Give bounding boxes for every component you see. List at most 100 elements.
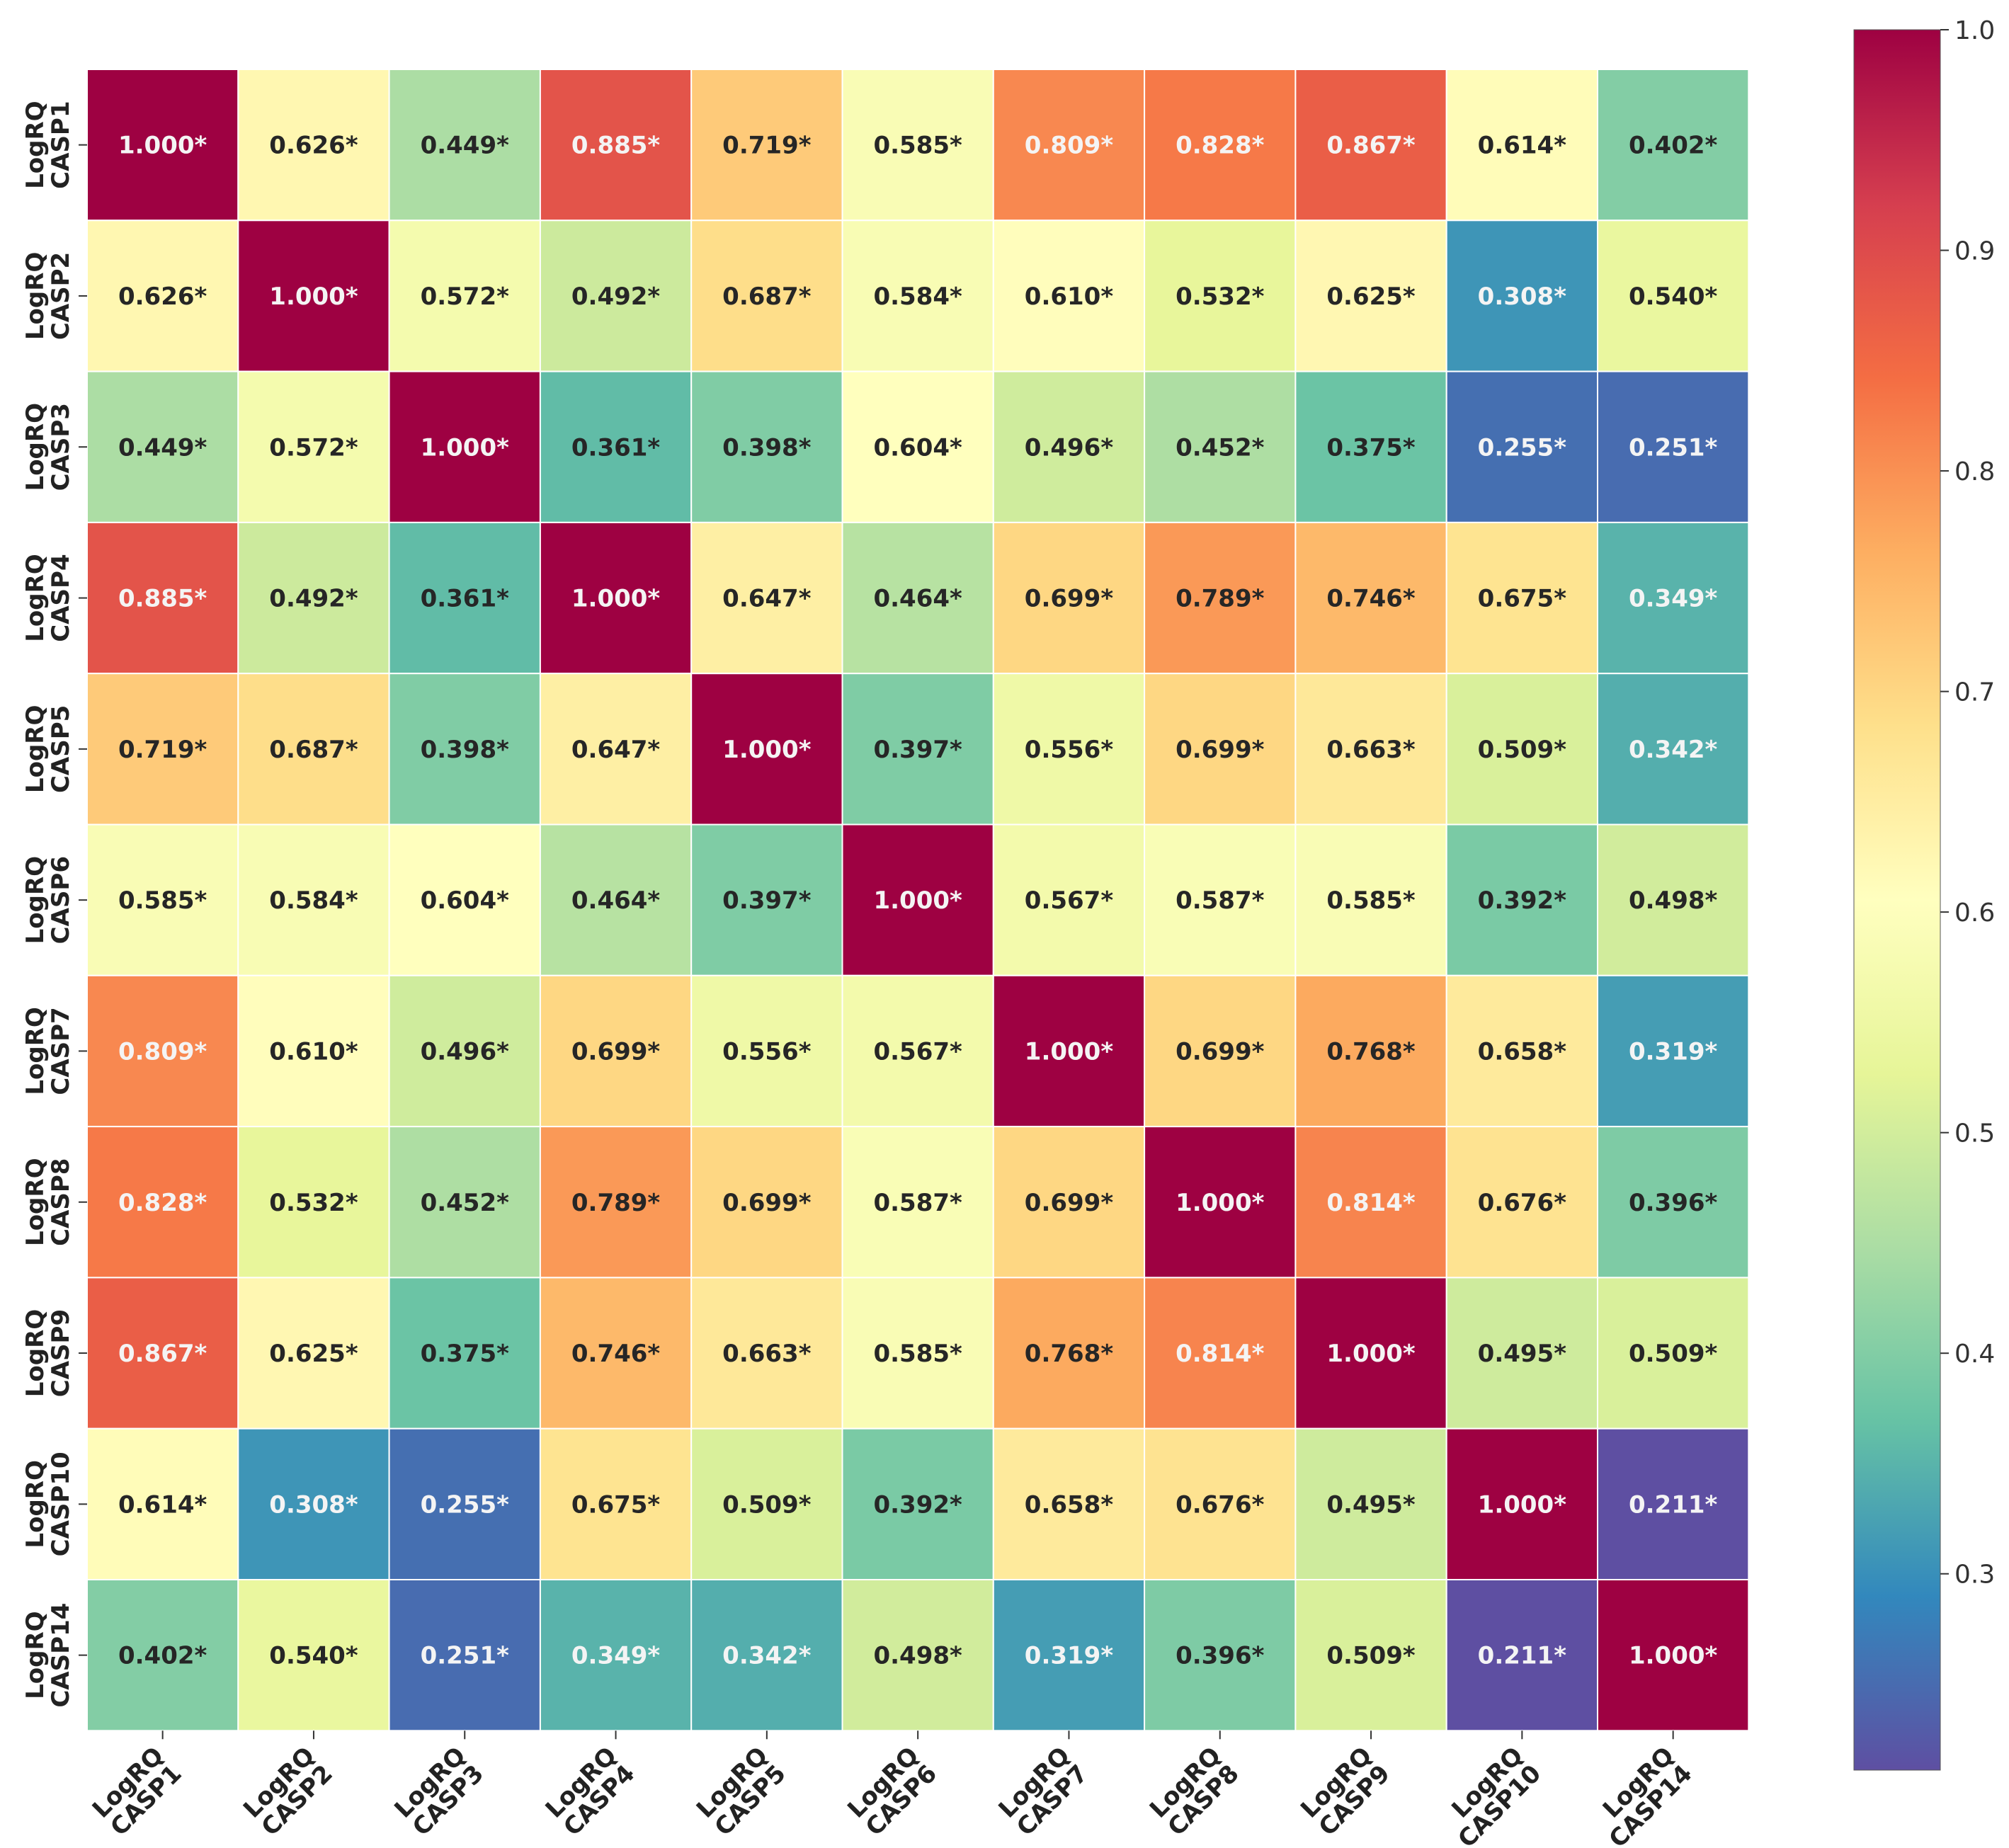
heatmap-cell [1445,1579,1598,1732]
cell-value-label: 0.349* [1629,585,1718,613]
y-tick-label: LogRQCASP3 [21,403,75,491]
heatmap-cell [539,521,693,675]
heatmap-cell [1597,1427,1750,1580]
heatmap-cells: 1.000* 0.626* 0.449* 0.885* 0.719* 0.585* 0.80… [86,69,1750,1732]
heatmap-cell [841,1126,994,1279]
heatmap-cell [86,69,239,222]
cell-value-label: 1.000* [421,433,510,462]
cell-value-label: 0.585* [873,132,962,160]
heatmap-cell [388,370,541,523]
cell-value-label: 1.000* [1025,1037,1114,1066]
heatmap-cell [1597,1277,1750,1430]
cell-value-label: 0.867* [118,1340,207,1368]
y-tick-label: LogRQCASP5 [21,705,75,793]
cell-value-label: 0.587* [873,1189,962,1217]
cell-value-label: 0.658* [1478,1037,1567,1066]
heatmap-cell [841,1427,994,1580]
cell-value-label: 0.809* [118,1037,207,1066]
heatmap-cell [690,1126,843,1279]
cell-value-label: 0.361* [571,433,661,462]
heatmap-cell [841,1277,994,1430]
cell-value-label: 0.719* [722,132,812,160]
heatmap-cell [1144,219,1297,372]
colorbar-tick-label: 0.8 [1954,457,1995,486]
heatmap-cell [1294,1277,1447,1430]
cell-value-label: 0.509* [722,1490,812,1519]
x-tick-label: LogRQCASP4 [540,1741,641,1842]
heatmap-cell [86,974,239,1128]
heatmap-cell [86,1427,239,1580]
heatmap-cell [237,974,390,1128]
heatmap-cell [1445,1126,1598,1279]
heatmap-cell [1445,521,1598,675]
colorbar-tick-label: 0.6 [1954,899,1995,928]
cell-value-label: 0.492* [571,283,661,311]
cell-value-label: 0.614* [1478,132,1567,160]
heatmap-cell [841,370,994,523]
heatmap-cell [237,69,390,222]
cell-value-label: 0.496* [421,1037,510,1066]
x-tick-label: LogRQCASP10 [1435,1741,1547,1848]
cell-value-label: 0.699* [1176,736,1265,764]
heatmap-cell [841,673,994,826]
cell-value-label: 0.532* [269,1189,358,1217]
heatmap-cell [539,1579,693,1732]
heatmap-cell [86,1277,239,1430]
cell-value-label: 0.449* [421,132,510,160]
heatmap-cell [690,1579,843,1732]
y-tick-label: LogRQCASP9 [21,1309,75,1397]
heatmap-cell [841,1579,994,1732]
x-tick-label: LogRQCASP14 [1586,1741,1697,1848]
cell-value-label: 0.464* [571,886,661,915]
heatmap-cell [388,974,541,1128]
cell-value-label: 0.255* [1478,433,1567,462]
cell-value-label: 0.610* [1025,283,1114,311]
cell-value-label: 0.828* [1176,132,1265,160]
cell-value-label: 1.000* [1176,1189,1265,1217]
colorbar-gradient [1853,29,1941,1771]
cell-value-label: 1.000* [118,132,207,160]
heatmap-cell [539,1277,693,1430]
heatmap-cell [1597,823,1750,976]
x-tick-label: LogRQCASP1 [87,1741,188,1842]
cell-value-label: 0.809* [1025,132,1114,160]
heatmap-cell [1144,69,1297,222]
cell-value-label: 0.604* [873,433,962,462]
heatmap-cell [992,370,1146,523]
heatmap-cell [992,219,1146,372]
heatmap-cell [86,370,239,523]
heatmap-cell [841,219,994,372]
cell-value-label: 0.342* [1629,736,1718,764]
cell-value-label: 0.464* [873,585,962,613]
y-tick-label: LogRQCASP8 [21,1158,75,1246]
y-tick-label: LogRQCASP14 [21,1603,75,1708]
x-axis-labels: LogRQCASP1 LogRQCASP2 LogRQCASP3 LogRQCASP4… [87,1730,1698,1848]
cell-value-label: 0.349* [571,1642,661,1670]
cell-value-label: 0.699* [1025,585,1114,613]
cell-value-label: 0.625* [269,1340,358,1368]
heatmap-cell [86,673,239,826]
x-tick-label: LogRQCASP6 [842,1741,943,1842]
cell-value-label: 0.572* [269,433,358,462]
cell-value-label: 0.308* [269,1490,358,1519]
heatmap-cell [1294,370,1447,523]
y-tick-label: LogRQCASP7 [21,1007,75,1095]
heatmap-cell [388,1579,541,1732]
cell-value-label: 0.658* [1025,1490,1114,1519]
heatmap-cell [992,823,1146,976]
cell-value-label: 1.000* [571,585,661,613]
heatmap-cell [690,219,843,372]
cell-value-label: 0.540* [269,1642,358,1670]
cell-value-label: 0.885* [571,132,661,160]
cell-value-label: 0.255* [421,1490,510,1519]
heatmap-cell [539,974,693,1128]
cell-value-label: 0.308* [1478,283,1567,311]
heatmap-cell [237,823,390,976]
heatmap-cell [690,370,843,523]
cell-value-label: 0.626* [269,132,358,160]
colorbar-tick-label: 0.4 [1954,1340,1995,1369]
cell-value-label: 0.625* [1326,283,1416,311]
cell-value-label: 0.397* [873,736,962,764]
cell-value-label: 0.572* [421,283,510,311]
cell-value-label: 0.789* [571,1189,661,1217]
